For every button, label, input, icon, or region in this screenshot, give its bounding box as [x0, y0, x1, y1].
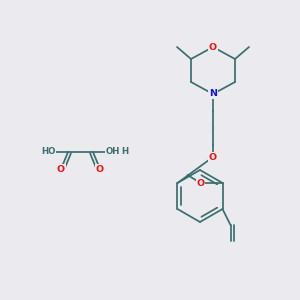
- Text: O: O: [209, 152, 217, 161]
- Text: O: O: [209, 43, 217, 52]
- Text: O: O: [96, 164, 104, 173]
- Text: OH: OH: [106, 148, 120, 157]
- Text: N: N: [209, 89, 217, 98]
- Text: O: O: [196, 178, 205, 188]
- Text: H: H: [122, 148, 129, 157]
- Text: HO: HO: [41, 148, 55, 157]
- Text: O: O: [57, 164, 65, 173]
